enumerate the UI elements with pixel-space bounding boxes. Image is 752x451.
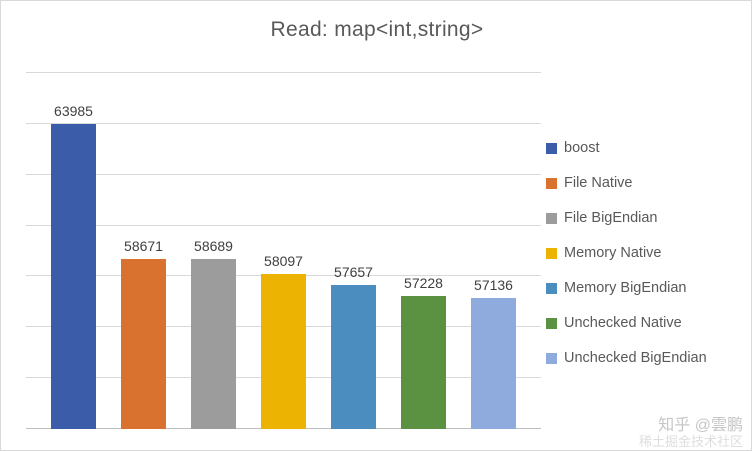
watermark-juejin: 稀土掘金技术社区 [638,433,743,449]
bar-value-label: 57136 [474,277,513,294]
bar-slot-file-bigendian: 58689 [191,73,236,429]
bar-value-label: 63985 [54,103,93,120]
legend-swatch-icon [546,282,557,294]
bar-file-bigendian [191,258,236,429]
legend-swatch-icon [546,247,557,259]
bar-memory-native [261,273,306,429]
legend-item-file-bigendian: File BigEndian [546,207,707,229]
bar-value-label: 58097 [264,252,303,269]
legend-item-memory-bigendian: Memory BigEndian [546,277,707,299]
legend-item-unchecked-bigendian: Unchecked BigEndian [546,347,707,369]
legend-swatch-icon [546,352,557,364]
bar-slot-memory-bigendian: 57657 [331,73,376,429]
legend-label: File BigEndian [564,210,658,226]
bar-unchecked-native [401,296,446,429]
legend-item-file-native: File Native [546,172,707,194]
bar-slot-file-native: 58671 [121,73,166,429]
gridline [26,224,541,226]
bar-slot-unchecked-bigendian: 57136 [471,73,516,429]
legend-item-boost: boost [546,137,707,159]
bar-value-label: 57657 [334,264,373,281]
bar-slot-memory-native: 58097 [261,73,306,429]
legend-label: Unchecked Native [564,315,682,331]
bar-value-label: 58689 [194,237,233,254]
bar-unchecked-bigendian [471,298,516,429]
bar-slot-unchecked-native: 57228 [401,73,446,429]
gridline [26,122,541,124]
plot-area: 63985 58671 58689 58097 57657 57228 57136 [26,72,541,429]
legend-label: File Native [564,175,633,191]
gridline [26,173,541,175]
legend-item-memory-native: Memory Native [546,242,707,264]
bar-boost [51,124,96,429]
chart-title: Read: map<int,string> [270,18,484,41]
legend-item-unchecked-native: Unchecked Native [546,312,707,334]
legend-label: boost [564,140,600,156]
bar-file-native [121,259,166,429]
legend-label: Unchecked BigEndian [564,350,707,366]
legend-label: Memory Native [564,245,662,261]
legend-swatch-icon [546,212,557,224]
watermark: 知乎 @雲鹏 稀土掘金技术社区 [639,417,743,449]
gridline [26,72,541,73]
legend: boost File Native File BigEndian Memory Nat… [546,137,707,369]
bar-value-label: 57228 [404,275,443,292]
bar-slot-boost: 63985 [51,73,96,429]
bar-value-label: 58671 [124,238,163,255]
bar-memory-bigendian [331,285,376,429]
legend-label: Memory BigEndian [564,280,687,296]
legend-swatch-icon [546,142,557,154]
watermark-zhihu: 知乎 @雲鹏 [658,417,743,435]
legend-swatch-icon [546,177,557,189]
legend-swatch-icon [546,317,557,329]
bars: 63985 58671 58689 58097 57657 57228 57136 [26,73,541,429]
